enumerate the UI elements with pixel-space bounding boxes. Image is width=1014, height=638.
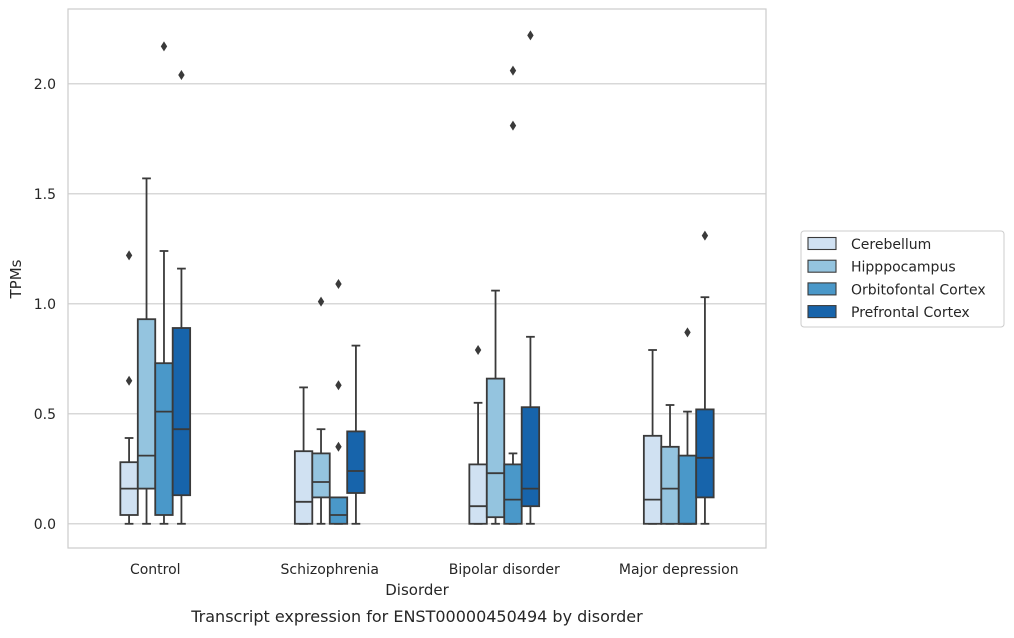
box-iqr	[171, 327, 192, 497]
outlier-point	[509, 120, 517, 131]
outlier-point	[178, 70, 185, 80]
box-plot	[520, 30, 541, 525]
outlier-point	[160, 41, 168, 52]
box-plot	[677, 327, 698, 525]
legend-label: Cerebellum	[851, 237, 931, 253]
legend-swatch	[807, 282, 837, 296]
box-plot	[642, 349, 663, 525]
box-plot-marks	[119, 30, 715, 525]
x-tick-label: Schizophrenia	[281, 562, 379, 578]
box-plot	[346, 344, 366, 525]
box-iqr	[468, 463, 488, 525]
box-plot	[695, 230, 715, 525]
box-iqr	[503, 463, 523, 525]
box-plot	[293, 386, 314, 525]
y-axis-title: TPMs	[7, 259, 25, 299]
x-tick-label: Major depression	[619, 562, 739, 578]
outlier-point	[509, 65, 517, 76]
box-plot	[503, 65, 523, 525]
plot-frame	[67, 8, 767, 549]
legend-swatch	[807, 305, 837, 319]
box-plot	[119, 250, 139, 525]
outlier-point	[317, 296, 325, 307]
box-iqr	[328, 496, 349, 525]
box-iqr	[520, 406, 541, 508]
box-iqr	[660, 445, 680, 525]
y-tick-label: 2.0	[34, 77, 56, 93]
box-plot	[171, 70, 192, 525]
box-plot	[154, 41, 174, 525]
box-plot	[136, 177, 157, 525]
legend-frame	[800, 230, 1005, 328]
y-tick-label: 1.0	[34, 297, 56, 313]
box-plot	[311, 296, 331, 525]
outlier-point	[474, 345, 482, 355]
outlier-point	[335, 441, 342, 452]
box-iqr	[485, 377, 506, 519]
box-iqr	[346, 430, 366, 494]
box-iqr	[136, 318, 157, 490]
chart-caption: Transcript expression for ENST0000045049…	[190, 607, 643, 626]
outlier-point	[125, 250, 133, 261]
legend-swatch	[807, 259, 837, 273]
box-plot	[485, 289, 506, 525]
legend-swatch	[807, 236, 837, 251]
y-tick-labels: 0.0 0.5 1.0 1.5 2.0	[34, 77, 56, 533]
box-iqr	[695, 408, 715, 499]
box-plot	[468, 345, 488, 525]
box-iqr	[154, 362, 174, 516]
box-iqr	[642, 434, 663, 525]
x-axis-title: Disorder	[385, 581, 449, 599]
outlier-point	[684, 327, 691, 338]
outlier-point	[335, 380, 342, 391]
y-tick-label: 0.5	[34, 407, 56, 423]
outlier-point	[701, 230, 709, 241]
box-iqr	[293, 450, 314, 525]
x-tick-labels: Control Schizophrenia Bipolar disorder Majo…	[130, 562, 739, 578]
legend-label: Orbitofontal Cortex	[851, 282, 986, 298]
outlier-point	[125, 375, 133, 386]
outlier-point	[335, 279, 342, 289]
legend-label: Prefrontal Cortex	[851, 305, 970, 321]
y-tick-label: 1.5	[34, 187, 56, 203]
legend-label: Hipppocampus	[851, 260, 956, 276]
box-plot	[328, 279, 349, 525]
box-plot	[660, 404, 680, 525]
outlier-point	[527, 30, 534, 41]
box-iqr	[311, 452, 331, 499]
box-iqr	[677, 454, 698, 525]
y-tick-label: 0.0	[34, 517, 56, 533]
x-tick-label: Bipolar disorder	[449, 562, 560, 578]
legend: Cerebellum Hipppocampus Orbitofontal Corte…	[800, 230, 1005, 328]
x-tick-label: Control	[130, 562, 181, 578]
